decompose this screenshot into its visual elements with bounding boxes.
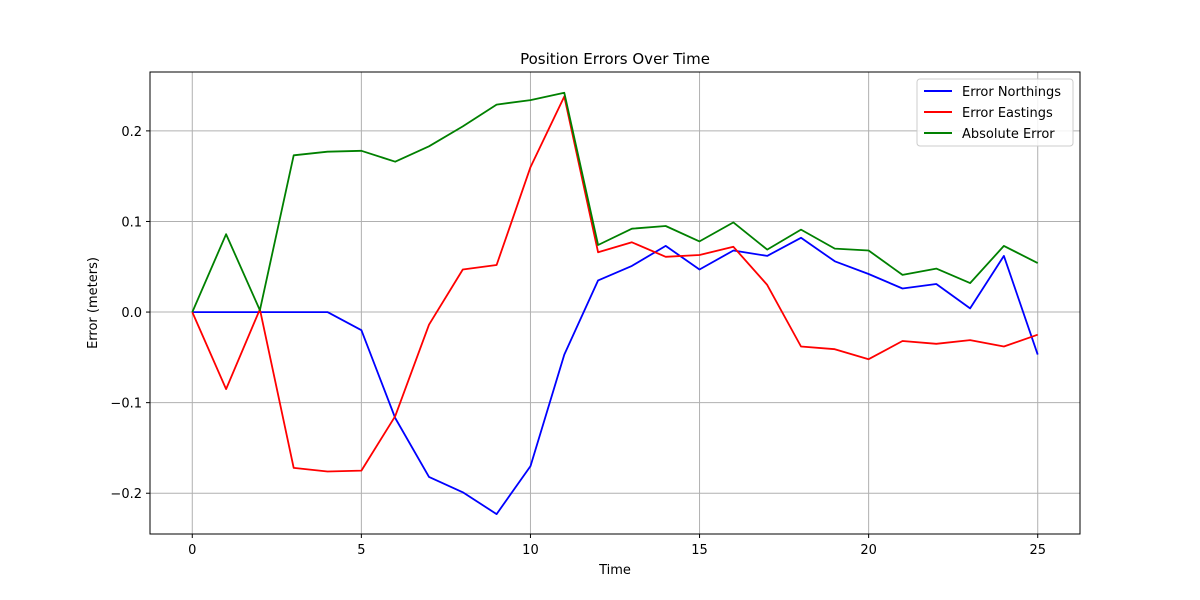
x-tick-label: 0 xyxy=(188,543,196,558)
x-tick-label: 5 xyxy=(357,543,365,558)
y-tick-label: −0.1 xyxy=(110,397,142,412)
chart-legend: Error Northings Error Eastings Absolute Er… xyxy=(916,78,1074,147)
y-tick-label: 0.1 xyxy=(121,215,142,230)
series-line-error-northings xyxy=(192,236,1039,515)
chart-title: Position Errors Over Time xyxy=(520,50,710,68)
series-line-error-eastings xyxy=(191,95,1038,473)
x-tick-label: 25 xyxy=(1029,543,1046,558)
legend-label-error-northings: Error Northings xyxy=(962,85,1061,100)
legend-box xyxy=(916,78,1074,147)
y-axis-label: Error (meters) xyxy=(86,257,101,349)
y-tick-label: 0.0 xyxy=(121,306,142,321)
y-tick-label: −0.2 xyxy=(110,487,142,502)
x-tick-label: 15 xyxy=(691,543,708,558)
series-lines xyxy=(191,91,1039,515)
x-axis-label: Time xyxy=(598,563,631,578)
legend-label-absolute-error: Absolute Error xyxy=(962,127,1055,142)
legend-label-error-eastings: Error Eastings xyxy=(962,106,1053,121)
series-line-absolute-error xyxy=(191,91,1039,313)
y-tick-label: 0.2 xyxy=(121,125,142,140)
x-tick-label: 10 xyxy=(522,543,539,558)
axis-ticks: 0 5 10 15 20 25 −0.2 −0.1 0.0 0.1 0.2 xyxy=(110,125,1046,558)
plot-frame xyxy=(149,71,1081,535)
x-tick-label: 20 xyxy=(860,543,877,558)
